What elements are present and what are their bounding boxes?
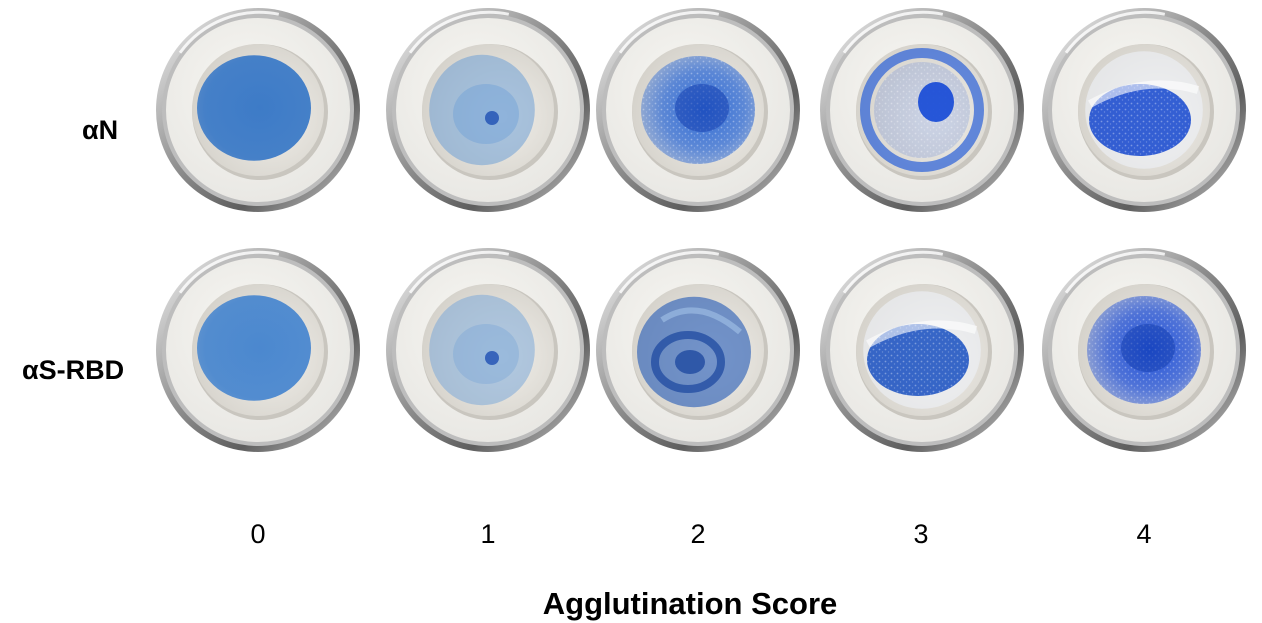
well-alpha-s-rbd-score-1 [384, 246, 592, 454]
score-label-0: 0 [250, 519, 266, 549]
score-label-3: 3 [913, 519, 929, 549]
well-alpha-n-score-4 [1040, 6, 1248, 214]
score-label-2: 2 [690, 519, 706, 549]
score-label-1: 1 [480, 519, 496, 549]
score-label-4: 4 [1136, 519, 1152, 549]
well-alpha-n-score-2 [594, 6, 802, 214]
well-alpha-n-score-3 [818, 6, 1026, 214]
axis-title: Agglutination Score [542, 586, 838, 621]
well-alpha-s-rbd-score-0 [154, 246, 362, 454]
row-label-alpha-s-rbd: αS-RBD [22, 355, 125, 385]
well-alpha-n-score-0 [154, 6, 362, 214]
well-alpha-n-score-1 [384, 6, 592, 214]
row-label-alpha-n: αN [82, 115, 119, 145]
well-alpha-s-rbd-score-2 [594, 246, 802, 454]
well-alpha-s-rbd-score-3 [818, 246, 1026, 454]
well-alpha-s-rbd-score-4 [1040, 246, 1248, 454]
